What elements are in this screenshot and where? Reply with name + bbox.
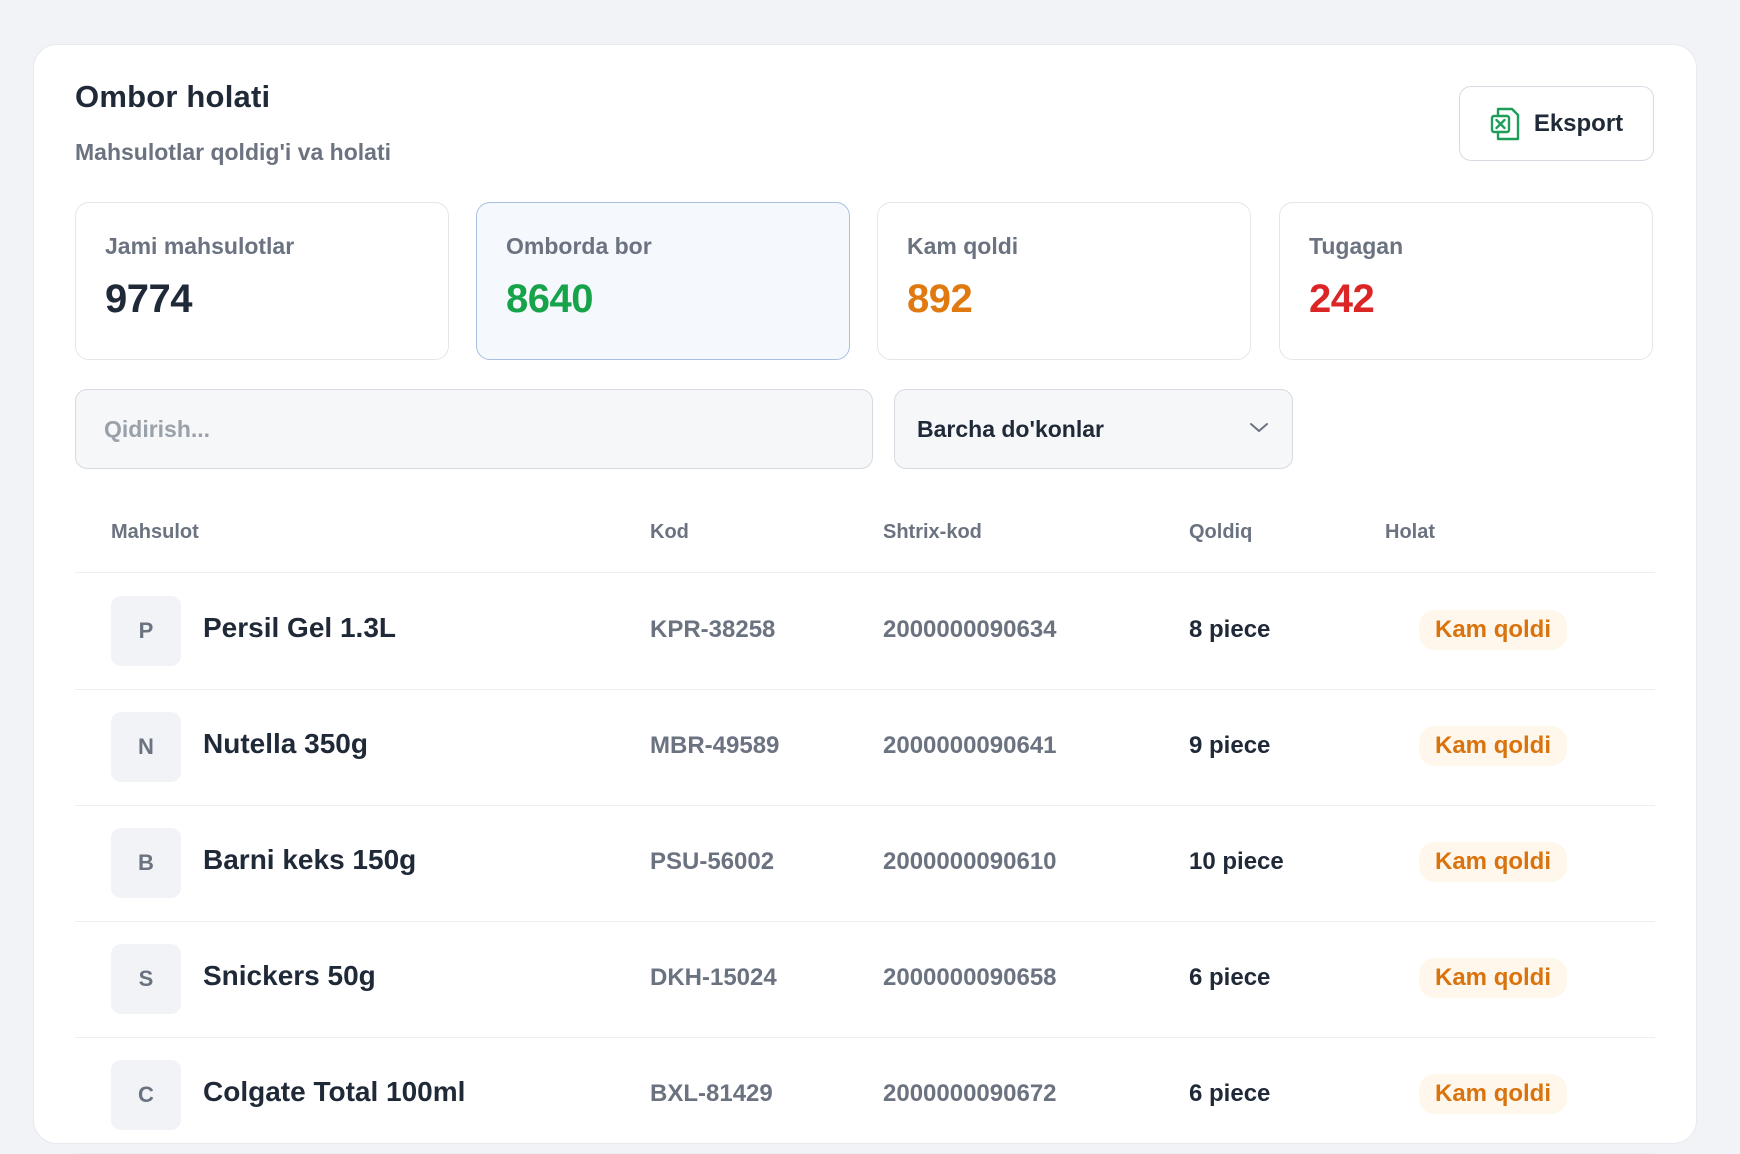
status-badge: Kam qoldi: [1419, 726, 1568, 766]
stat-card-out-of-stock[interactable]: Tugagan 242: [1279, 202, 1653, 360]
product-name: Colgate Total 100ml: [203, 1076, 466, 1107]
product-barcode: 2000000090641: [883, 732, 1057, 759]
product-avatar: P: [111, 596, 181, 666]
stat-value: 892: [907, 277, 973, 321]
stat-label: Omborda bor: [506, 233, 652, 259]
stat-card-low-stock[interactable]: Kam qoldi 892: [877, 202, 1251, 360]
column-header-status[interactable]: Holat: [1385, 521, 1435, 543]
stat-label: Kam qoldi: [907, 233, 1019, 259]
product-code: KPR-38258: [650, 616, 776, 643]
status-badge: Kam qoldi: [1419, 610, 1568, 650]
product-avatar: N: [111, 712, 181, 782]
product-quantity: 6 piece: [1189, 964, 1271, 991]
store-select[interactable]: Barcha do'konlar: [894, 389, 1293, 469]
product-name: Persil Gel 1.3L: [203, 612, 396, 643]
status-badge: Kam qoldi: [1419, 842, 1568, 882]
table-row[interactable]: S Snickers 50g DKH-15024 2000000090658 6…: [75, 922, 1655, 1038]
status-badge: Kam qoldi: [1419, 1074, 1568, 1114]
export-label: Eksport: [1533, 109, 1624, 137]
product-avatar: B: [111, 828, 181, 898]
column-header-code[interactable]: Kod: [650, 521, 689, 543]
stat-card-total: Jami mahsulotlar 9774: [75, 202, 449, 360]
product-code: DKH-15024: [650, 964, 777, 991]
column-header-product[interactable]: Mahsulot: [111, 521, 199, 543]
excel-file-icon: [1490, 107, 1520, 141]
product-barcode: 2000000090672: [883, 1080, 1057, 1107]
product-avatar: C: [111, 1060, 181, 1130]
product-name: Snickers 50g: [203, 960, 376, 991]
product-quantity: 8 piece: [1189, 616, 1271, 643]
stat-value: 242: [1309, 277, 1375, 321]
stat-value: 9774: [105, 277, 192, 321]
product-quantity: 6 piece: [1189, 1080, 1271, 1107]
column-header-barcode[interactable]: Shtrix-kod: [883, 521, 982, 543]
inventory-panel: Ombor holati Mahsulotlar qoldig'i va hol…: [33, 44, 1697, 1154]
table-row[interactable]: N Nutella 350g MBR-49589 2000000090641 9…: [75, 690, 1655, 806]
table-row[interactable]: P Persil Gel 1.3L KPR-38258 200000009063…: [75, 574, 1655, 690]
store-select-value: Barcha do'konlar: [917, 415, 1104, 442]
product-name: Barni keks 150g: [203, 844, 417, 875]
product-barcode: 2000000090610: [883, 848, 1057, 875]
stat-value: 8640: [506, 277, 593, 321]
stat-label: Jami mahsulotlar: [105, 233, 295, 259]
search-input[interactable]: [75, 389, 873, 469]
product-code: BXL-81429: [650, 1080, 773, 1107]
chevron-down-icon: [1248, 420, 1270, 439]
table-header: Mahsulot Kod Shtrix-kod Qoldiq Holat: [75, 521, 1655, 573]
product-barcode: 2000000090634: [883, 616, 1057, 643]
page-title: Ombor holati: [75, 79, 271, 114]
status-badge: Kam qoldi: [1419, 958, 1568, 998]
table-row[interactable]: C Colgate Total 100ml BXL-81429 20000000…: [75, 1038, 1655, 1154]
export-button[interactable]: Eksport: [1459, 86, 1654, 161]
table-row[interactable]: B Barni keks 150g PSU-56002 200000009061…: [75, 806, 1655, 922]
column-header-stock[interactable]: Qoldiq: [1189, 521, 1253, 543]
product-name: Nutella 350g: [203, 728, 368, 759]
product-barcode: 2000000090658: [883, 964, 1057, 991]
page-subtitle: Mahsulotlar qoldig'i va holati: [75, 139, 391, 165]
product-quantity: 9 piece: [1189, 732, 1271, 759]
product-code: MBR-49589: [650, 732, 780, 759]
product-code: PSU-56002: [650, 848, 775, 875]
stat-card-in-stock[interactable]: Omborda bor 8640: [476, 202, 850, 360]
stat-label: Tugagan: [1309, 233, 1404, 259]
product-quantity: 10 piece: [1189, 848, 1284, 875]
product-avatar: S: [111, 944, 181, 1014]
